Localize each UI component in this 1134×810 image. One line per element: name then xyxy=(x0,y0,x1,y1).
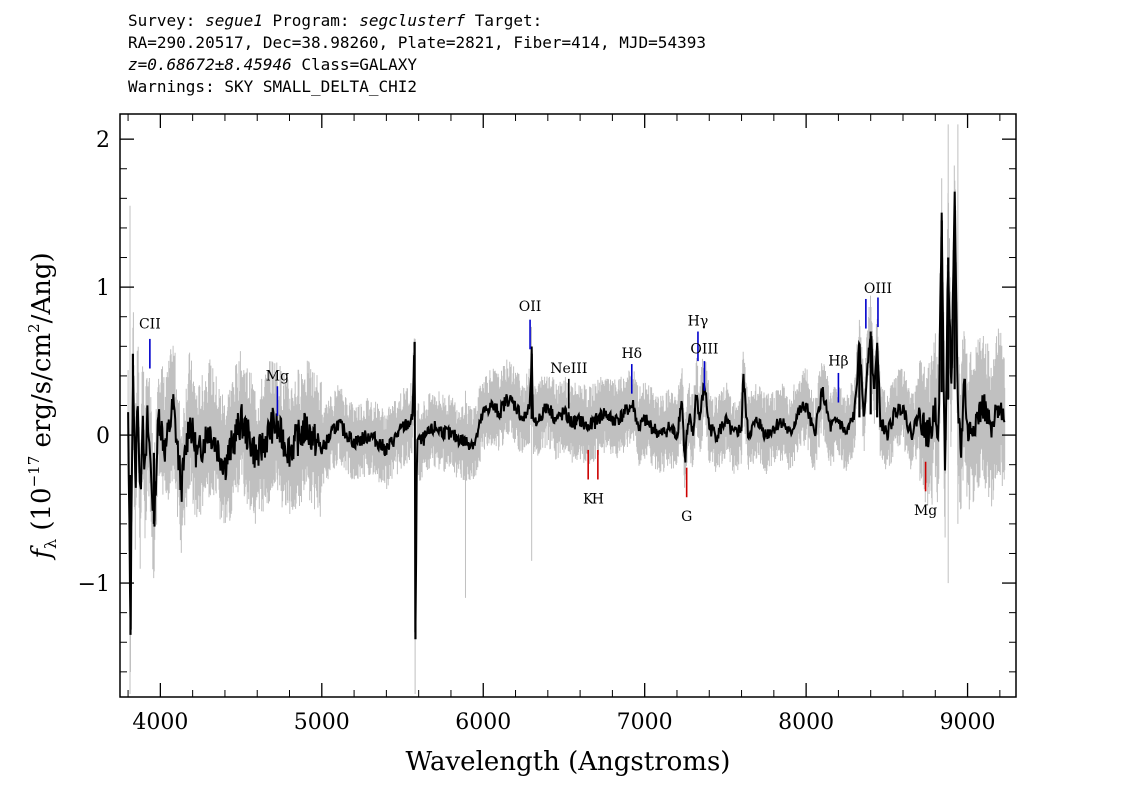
line-label-h: H xyxy=(592,491,604,507)
y-tick-label: 0 xyxy=(96,424,110,449)
y-axis-exp-1: −17 xyxy=(25,456,43,488)
class-value: Class=GALAXY xyxy=(291,55,417,74)
line-label-oiii: OIII xyxy=(864,281,892,297)
svg-text:fλ (10−17 erg/s/cm2/Ang): fλ (10−17 erg/s/cm2/Ang) xyxy=(25,252,60,560)
line-label-mg: Mg xyxy=(914,503,937,519)
spectrum-header: Survey: segue1 Program: segclusterf Targ… xyxy=(128,10,706,98)
header-line-2: RA=290.20517, Dec=38.98260, Plate=2821, … xyxy=(128,33,706,52)
header-line-4: Warnings: SKY SMALL_DELTA_CHI2 xyxy=(128,77,417,96)
y-axis-title: fλ (10−17 erg/s/cm2/Ang) xyxy=(25,252,60,560)
line-label-mg: Mg xyxy=(266,368,289,384)
x-tick-label: 9000 xyxy=(940,710,996,735)
line-label-hγ: Hγ xyxy=(688,314,709,330)
y-tick-label: 2 xyxy=(96,128,110,153)
spectral-line-markers: CII Mg OII NeIII Hδ Hγ OIII Hβ OIII KH G Mg xyxy=(129,205,956,640)
x-tick-label: 5000 xyxy=(294,710,350,735)
flux-series-line xyxy=(127,191,1006,633)
line-label-neiii: NeIII xyxy=(550,361,587,377)
y-tick-label: −1 xyxy=(78,572,110,597)
y-axis-symbol-sub: λ xyxy=(41,539,60,549)
y-axis-units-2: erg/s/cm xyxy=(27,333,57,456)
header-line-1: Survey: segue1 Program: segclusterf Targ… xyxy=(128,10,706,32)
y-axis-exp-2: 2 xyxy=(25,323,43,333)
program-label: Program: xyxy=(262,11,360,30)
line-label-cii: CII xyxy=(139,317,161,333)
y-axis-units-3: /Ang) xyxy=(27,252,57,323)
x-tick-label: 4000 xyxy=(132,710,188,735)
axis-ticks: 4000 5000 6000 7000 8000 9000 −1 0 1 2 xyxy=(78,114,1016,735)
line-label-hδ: Hδ xyxy=(621,346,642,362)
line-label-k: K xyxy=(583,491,594,507)
program-value: segclusterf xyxy=(359,11,466,30)
line-label-oii: OII xyxy=(519,299,542,315)
x-tick-label: 8000 xyxy=(778,710,834,735)
x-tick-label: 6000 xyxy=(455,710,511,735)
survey-label: Survey: xyxy=(128,11,206,30)
line-label-oiii: OIII xyxy=(690,342,718,358)
y-tick-label: 1 xyxy=(96,276,110,301)
x-axis-title: Wavelength (Angstroms) xyxy=(406,747,731,777)
x-tick-label: 7000 xyxy=(617,710,673,735)
target-label: Target: xyxy=(465,11,543,30)
line-label-hβ: Hβ xyxy=(828,354,848,370)
header-line-3: z=0.68672±8.45946 Class=GALAXY xyxy=(128,54,706,76)
redshift-value: z=0.68672±8.45946 xyxy=(128,55,292,74)
line-label-g: G xyxy=(681,509,692,525)
y-axis-units-1: (10 xyxy=(27,487,57,539)
survey-value: segue1 xyxy=(205,11,263,30)
